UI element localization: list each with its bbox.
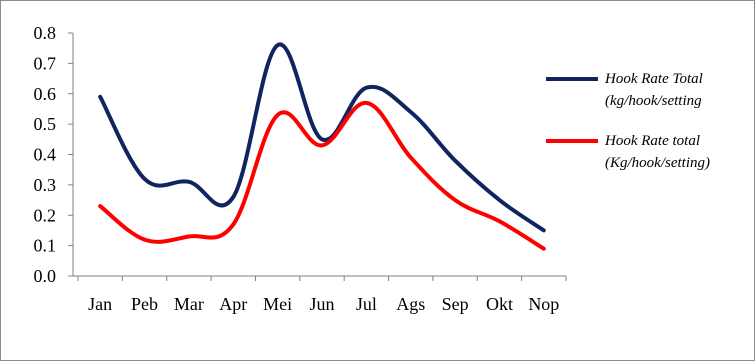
- y-tick-label: 0.3: [34, 175, 57, 195]
- x-tick-label: Jan: [88, 294, 112, 314]
- x-tick-label: Jun: [309, 294, 334, 314]
- x-tick-label: Mar: [174, 294, 204, 314]
- plot-area: 0.0 0.1 0.2 0.3 0.4 0.5 0.6 0.7 0.8 Jan Peb Mar Apr M…: [34, 23, 567, 314]
- y-tick-label: 0.8: [34, 23, 57, 43]
- legend-label-2: Hook Rate total: [604, 133, 700, 149]
- y-tick-label: 0.6: [34, 84, 57, 104]
- legend-label-2: (Kg/hook/setting): [605, 155, 710, 171]
- legend-label-1: (kg/hook/setting: [605, 93, 702, 109]
- x-tick-label: Ags: [396, 294, 425, 314]
- series-line-1: [98, 42, 546, 233]
- series-line-2: [98, 100, 546, 251]
- x-tick-label: Jul: [356, 294, 377, 314]
- y-tick-label: 0.7: [34, 53, 57, 73]
- x-tick-label: Nop: [528, 294, 559, 314]
- legend-label-1: Hook Rate Total: [604, 71, 703, 87]
- y-tick-label: 0.5: [34, 114, 57, 134]
- y-tick-label: 0.2: [34, 205, 57, 225]
- y-tick-label: 0.4: [34, 145, 57, 165]
- x-tick-label: Apr: [219, 294, 247, 314]
- x-tick-label: Sep: [442, 294, 469, 314]
- x-tick-label: Okt: [486, 294, 513, 314]
- legend: Hook Rate Total (kg/hook/setting Hook Rate…: [546, 71, 710, 171]
- x-tick-label: Mei: [263, 294, 292, 314]
- y-tick-label: 0.1: [34, 236, 57, 256]
- y-tick-label: 0.0: [34, 266, 57, 286]
- x-tick-label: Peb: [131, 294, 158, 314]
